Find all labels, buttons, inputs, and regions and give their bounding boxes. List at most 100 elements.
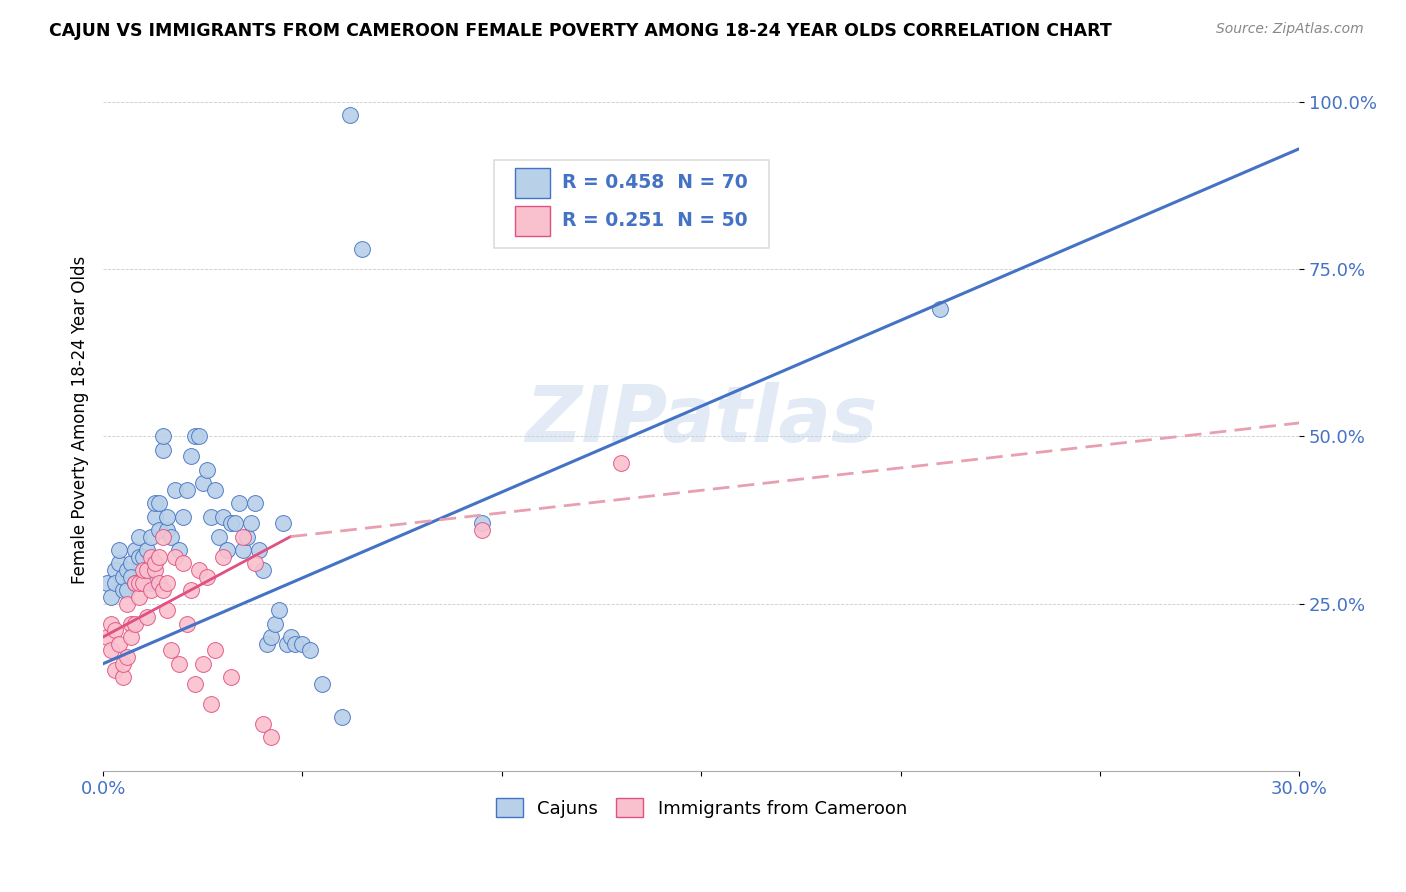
Point — [176, 483, 198, 497]
Point — [184, 677, 207, 691]
Point — [108, 543, 131, 558]
Point — [299, 643, 322, 657]
Point — [139, 530, 162, 544]
Point — [211, 509, 233, 524]
Point — [163, 549, 186, 564]
Point — [280, 630, 302, 644]
Point — [136, 563, 159, 577]
Point — [136, 543, 159, 558]
Point — [100, 590, 122, 604]
Point — [243, 496, 266, 510]
Point — [330, 710, 353, 724]
Point — [211, 549, 233, 564]
Point — [136, 563, 159, 577]
Point — [96, 630, 118, 644]
Point — [128, 576, 150, 591]
FancyBboxPatch shape — [515, 206, 551, 235]
Text: ZIPatlas: ZIPatlas — [524, 382, 877, 458]
Point — [128, 530, 150, 544]
Point — [152, 583, 174, 598]
Point — [259, 731, 281, 745]
Point — [124, 576, 146, 591]
Point — [152, 429, 174, 443]
Point — [128, 549, 150, 564]
Point — [132, 576, 155, 591]
Point — [132, 570, 155, 584]
Point — [191, 657, 214, 671]
Point — [160, 530, 183, 544]
Point — [112, 583, 135, 598]
Point — [120, 570, 142, 584]
Point — [112, 657, 135, 671]
Point — [120, 630, 142, 644]
Point — [204, 483, 226, 497]
Point — [115, 563, 138, 577]
Point — [271, 516, 294, 531]
Point — [167, 543, 190, 558]
Point — [180, 583, 202, 598]
Text: R = 0.251  N = 50: R = 0.251 N = 50 — [562, 211, 748, 230]
Point — [160, 643, 183, 657]
Point — [112, 670, 135, 684]
Point — [172, 509, 194, 524]
Point — [610, 456, 633, 470]
Point — [100, 643, 122, 657]
Point — [219, 670, 242, 684]
Point — [471, 523, 494, 537]
Point — [108, 557, 131, 571]
Text: Source: ZipAtlas.com: Source: ZipAtlas.com — [1216, 22, 1364, 37]
Point — [152, 530, 174, 544]
Point — [139, 576, 162, 591]
Point — [176, 616, 198, 631]
Point — [195, 463, 218, 477]
Point — [115, 583, 138, 598]
Point — [929, 302, 952, 317]
Point — [104, 576, 127, 591]
Point — [239, 516, 262, 531]
Point — [148, 576, 170, 591]
Text: CAJUN VS IMMIGRANTS FROM CAMEROON FEMALE POVERTY AMONG 18-24 YEAR OLDS CORRELATI: CAJUN VS IMMIGRANTS FROM CAMEROON FEMALE… — [49, 22, 1112, 40]
Point — [156, 509, 179, 524]
Point — [184, 429, 207, 443]
Point — [148, 549, 170, 564]
Legend: Cajuns, Immigrants from Cameroon: Cajuns, Immigrants from Cameroon — [488, 791, 914, 825]
Point — [152, 442, 174, 457]
Point — [235, 530, 257, 544]
Point — [187, 429, 209, 443]
Point — [191, 476, 214, 491]
Point — [267, 603, 290, 617]
Point — [108, 637, 131, 651]
Point — [311, 677, 333, 691]
Y-axis label: Female Poverty Among 18-24 Year Olds: Female Poverty Among 18-24 Year Olds — [72, 255, 89, 583]
Point — [148, 523, 170, 537]
Point — [124, 543, 146, 558]
Point — [276, 637, 298, 651]
Point — [172, 557, 194, 571]
Point — [200, 697, 222, 711]
Point — [232, 530, 254, 544]
Point — [136, 610, 159, 624]
Point — [224, 516, 246, 531]
Point — [187, 563, 209, 577]
Point — [120, 557, 142, 571]
Point — [156, 523, 179, 537]
Point — [256, 637, 278, 651]
Point — [124, 576, 146, 591]
Point — [132, 563, 155, 577]
Point — [112, 570, 135, 584]
Point — [208, 530, 231, 544]
Point — [247, 543, 270, 558]
Point — [339, 108, 361, 122]
Point — [215, 543, 238, 558]
Point — [156, 576, 179, 591]
Point — [96, 576, 118, 591]
Point — [143, 557, 166, 571]
Point — [115, 650, 138, 665]
Point — [143, 509, 166, 524]
Point — [139, 549, 162, 564]
Point — [167, 657, 190, 671]
FancyBboxPatch shape — [495, 160, 769, 248]
Point — [232, 543, 254, 558]
Point — [252, 563, 274, 577]
Point — [104, 624, 127, 638]
